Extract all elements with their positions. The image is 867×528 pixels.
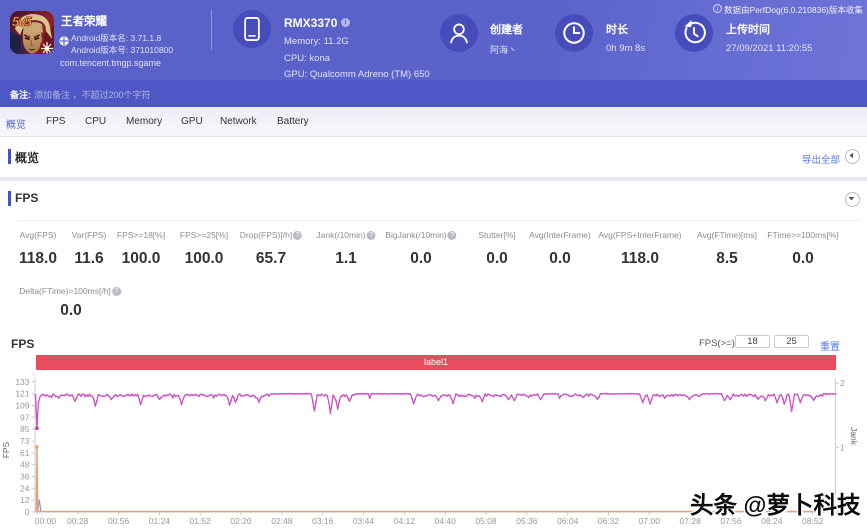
svg-text:04:40: 04:40 [435, 516, 457, 526]
svg-text:Jank: Jank [849, 427, 859, 446]
svg-text:0: 0 [25, 507, 30, 517]
svg-text:00:56: 00:56 [108, 516, 130, 526]
svg-text:06:32: 06:32 [598, 516, 620, 526]
svg-text:05:08: 05:08 [475, 516, 497, 526]
svg-text:07:56: 07:56 [720, 516, 742, 526]
svg-text:73: 73 [20, 436, 30, 446]
svg-text:133: 133 [15, 377, 29, 387]
svg-text:08:24: 08:24 [761, 516, 783, 526]
svg-text:03:16: 03:16 [312, 516, 334, 526]
svg-text:00:28: 00:28 [67, 516, 89, 526]
svg-text:85: 85 [20, 424, 30, 434]
svg-text:121: 121 [15, 389, 29, 399]
svg-text:48: 48 [20, 460, 30, 470]
svg-text:5v5: 5v5 [12, 14, 32, 29]
svg-text:02:20: 02:20 [230, 516, 252, 526]
svg-text:04:12: 04:12 [394, 516, 416, 526]
svg-text:61: 61 [20, 448, 30, 458]
svg-text:06:04: 06:04 [557, 516, 579, 526]
svg-text:01:52: 01:52 [190, 516, 212, 526]
svg-text:00:00: 00:00 [35, 516, 57, 526]
svg-text:02:48: 02:48 [271, 516, 293, 526]
svg-text:07:00: 07:00 [639, 516, 661, 526]
svg-text:24: 24 [20, 483, 30, 493]
svg-text:36: 36 [20, 472, 30, 482]
svg-text:0: 0 [840, 507, 845, 517]
svg-text:07:28: 07:28 [680, 516, 702, 526]
svg-text:109: 109 [15, 401, 29, 411]
svg-text:03:44: 03:44 [353, 516, 375, 526]
svg-text:05:36: 05:36 [516, 516, 538, 526]
svg-text:97: 97 [20, 412, 30, 422]
svg-text:12: 12 [20, 495, 30, 505]
svg-text:08:52: 08:52 [802, 516, 824, 526]
svg-text:FPS: FPS [1, 441, 11, 458]
svg-text:2: 2 [840, 378, 845, 388]
svg-text:01:24: 01:24 [149, 516, 171, 526]
svg-text:1: 1 [840, 443, 845, 453]
